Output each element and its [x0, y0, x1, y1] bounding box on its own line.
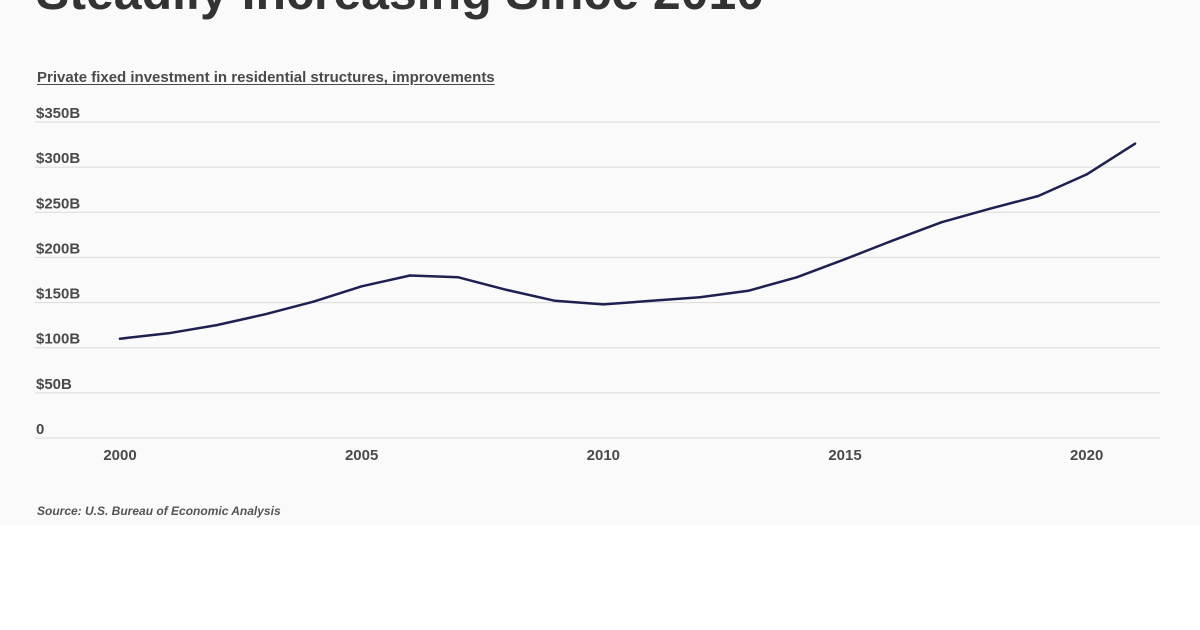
data-point-2000: [118, 337, 122, 340]
data-point-2014: [795, 276, 798, 279]
data-point-2021: [1133, 142, 1137, 145]
data-point-2019: [1037, 194, 1040, 198]
data-point-2008: [505, 288, 508, 292]
x-tick-label: 2000: [103, 447, 136, 464]
data-point-2016: [892, 239, 895, 242]
line-chart: 0 $50B $100B $150B $200B $250B $300B $350B 2000…: [35, 105, 1160, 464]
x-axis-labels: 2000 2005 2010 2015 2020: [103, 447, 1103, 464]
data-point-2006: [408, 274, 412, 277]
x-tick-label: 2015: [828, 447, 861, 464]
y-tick-label: $350B: [36, 105, 80, 122]
data-point-2002: [215, 323, 218, 327]
data-point-2004: [312, 300, 315, 303]
data-point-2001: [167, 332, 170, 335]
series-line: [118, 142, 1137, 340]
data-point-2011: [650, 299, 653, 302]
data-point-2018: [988, 207, 992, 210]
data-point-2010: [602, 303, 605, 306]
x-tick-label: 2005: [345, 447, 378, 464]
x-tick-label: 2010: [587, 447, 620, 464]
data-point-2013: [747, 289, 750, 293]
data-point-2015: [843, 258, 847, 261]
chart-card: Steadily Increasing Since 2010 Private f…: [35, 0, 1160, 518]
source-note: Source: U.S. Bureau of Economic Analysis: [37, 504, 281, 518]
data-point-2003: [263, 313, 267, 316]
gridlines: [35, 121, 1160, 439]
data-point-2007: [457, 276, 460, 279]
data-point-2005: [360, 285, 363, 288]
data-point-2012: [698, 295, 702, 299]
y-tick-label: $100B: [36, 331, 80, 348]
y-tick-label: $200B: [36, 240, 80, 257]
data-point-2017: [940, 221, 943, 224]
headline: Steadily Increasing Since 2010: [36, 0, 764, 22]
y-tick-label: $300B: [36, 150, 80, 167]
series-layer: [118, 142, 1137, 340]
y-tick-label: $250B: [36, 195, 80, 212]
chart-subtitle: Private fixed investment in residential …: [37, 69, 495, 86]
x-tick-label: 2020: [1070, 447, 1103, 464]
y-axis-labels: 0 $50B $100B $150B $200B $250B $300B $350B: [36, 105, 80, 438]
y-tick-label: $150B: [36, 286, 80, 303]
y-tick-label: 0: [36, 421, 44, 438]
data-point-2009: [553, 299, 557, 302]
data-point-2020: [1085, 173, 1088, 176]
y-tick-label: $50B: [36, 376, 72, 393]
